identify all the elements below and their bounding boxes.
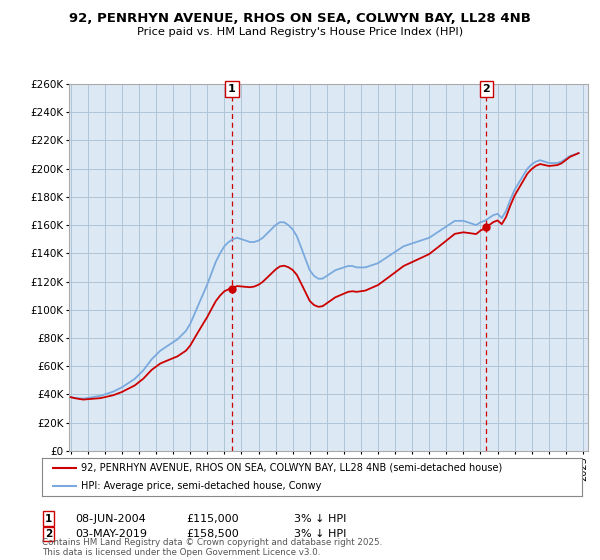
Text: £115,000: £115,000 bbox=[186, 514, 239, 524]
Text: Contains HM Land Registry data © Crown copyright and database right 2025.
This d: Contains HM Land Registry data © Crown c… bbox=[42, 538, 382, 557]
Text: 08-JUN-2004: 08-JUN-2004 bbox=[75, 514, 146, 524]
Text: 2: 2 bbox=[45, 529, 52, 539]
Text: 3% ↓ HPI: 3% ↓ HPI bbox=[294, 529, 346, 539]
Text: 3% ↓ HPI: 3% ↓ HPI bbox=[294, 514, 346, 524]
Text: £158,500: £158,500 bbox=[186, 529, 239, 539]
Text: 2: 2 bbox=[482, 84, 490, 94]
Text: 92, PENRHYN AVENUE, RHOS ON SEA, COLWYN BAY, LL28 4NB: 92, PENRHYN AVENUE, RHOS ON SEA, COLWYN … bbox=[69, 12, 531, 25]
Text: 03-MAY-2019: 03-MAY-2019 bbox=[75, 529, 147, 539]
Text: 92, PENRHYN AVENUE, RHOS ON SEA, COLWYN BAY, LL28 4NB (semi-detached house): 92, PENRHYN AVENUE, RHOS ON SEA, COLWYN … bbox=[81, 463, 502, 473]
Text: 1: 1 bbox=[45, 514, 52, 524]
Text: 1: 1 bbox=[228, 84, 236, 94]
Text: HPI: Average price, semi-detached house, Conwy: HPI: Average price, semi-detached house,… bbox=[81, 481, 321, 491]
Text: Price paid vs. HM Land Registry's House Price Index (HPI): Price paid vs. HM Land Registry's House … bbox=[137, 27, 463, 37]
